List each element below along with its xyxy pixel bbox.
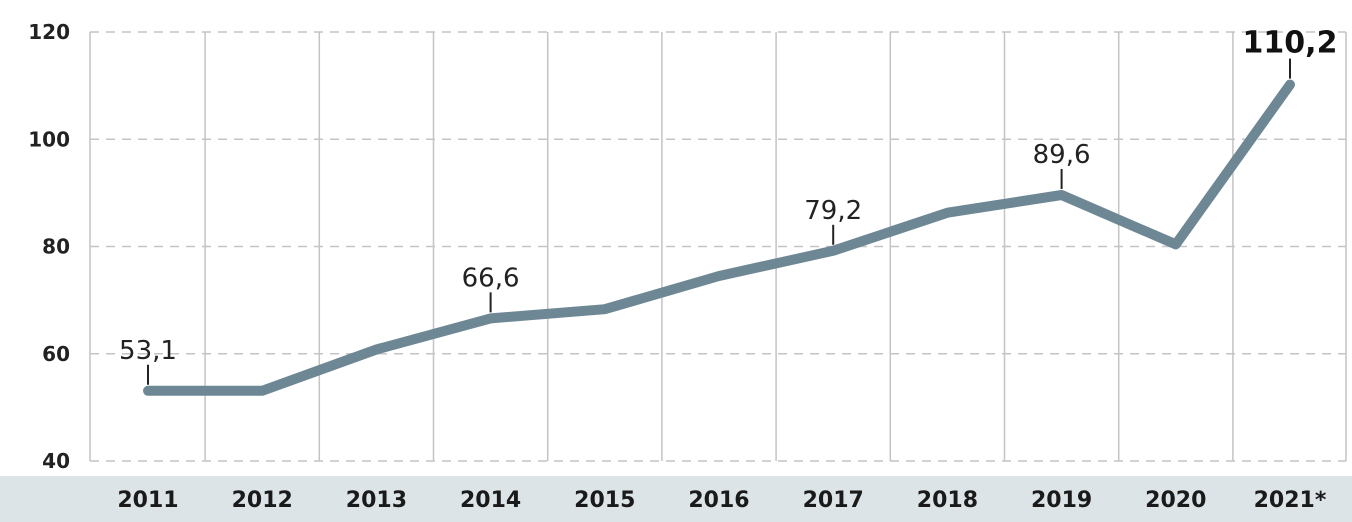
- data-label: 66,6: [462, 263, 520, 293]
- x-tick-label: 2012: [232, 488, 293, 513]
- data-label: 110,2: [1243, 26, 1338, 61]
- x-tick-label: 2014: [460, 488, 521, 513]
- x-tick-label: 2019: [1031, 488, 1092, 513]
- x-axis-ticks: 2011 2012 2013 2014 2015 2016 2017 2018 2019 2020…: [117, 488, 1326, 513]
- data-label: 89,6: [1033, 140, 1091, 170]
- y-tick-label: 100: [28, 127, 70, 151]
- x-tick-label: 2013: [346, 488, 407, 513]
- x-tick-label: 2016: [688, 488, 749, 513]
- x-axis-band: [0, 476, 1352, 522]
- x-tick-label: 2021*: [1254, 488, 1327, 513]
- x-tick-label: 2020: [1145, 488, 1206, 513]
- y-tick-label: 120: [28, 20, 70, 44]
- x-tick-label: 2015: [574, 488, 635, 513]
- data-labels: 53,1 66,6 79,2 89,6 110,2: [119, 26, 1337, 385]
- series-line: [143, 79, 1295, 396]
- y-tick-label: 80: [42, 235, 70, 259]
- x-tick-label: 2017: [803, 488, 864, 513]
- y-tick-label: 60: [42, 342, 70, 366]
- data-label: 53,1: [119, 336, 177, 366]
- horizontal-gridlines: [90, 31, 1346, 462]
- x-tick-label: 2011: [117, 488, 178, 513]
- y-tick-label: 40: [42, 449, 70, 473]
- y-axis-ticks: 40 60 80 100 120: [28, 20, 70, 473]
- data-label: 79,2: [804, 196, 862, 226]
- x-tick-label: 2018: [917, 488, 978, 513]
